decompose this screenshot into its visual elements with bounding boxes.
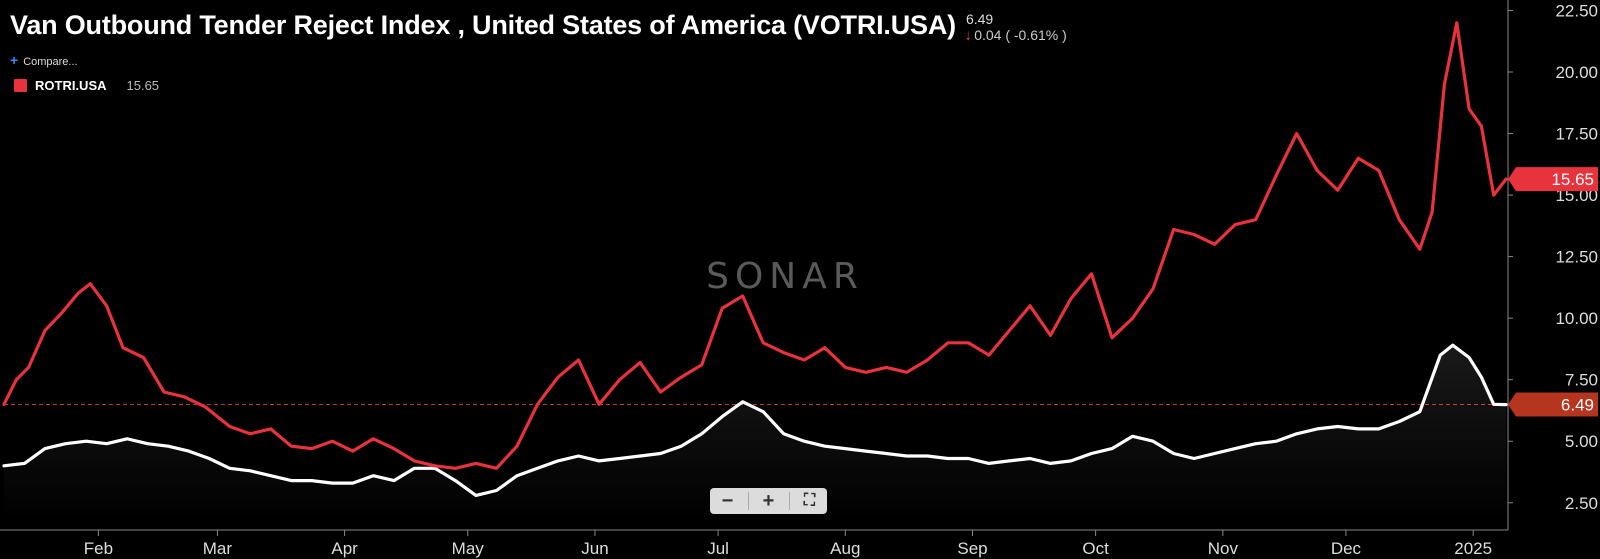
x-tick-label: Mar — [203, 539, 233, 558]
y-tick-label: 10.00 — [1555, 309, 1598, 328]
legend-series-value: 15.65 — [126, 78, 160, 93]
legend-swatch — [14, 79, 27, 92]
sonar-watermark: SONAR — [706, 256, 864, 297]
series-line-rotri-usa — [2, 21, 1508, 470]
votri-value-badge-shape — [1508, 392, 1598, 417]
y-tick-label: 5.00 — [1565, 432, 1598, 451]
zoom-divider — [747, 492, 749, 510]
x-tick-label: Oct — [1082, 539, 1109, 558]
plus-icon: + — [10, 52, 19, 68]
x-tick-label: Feb — [84, 539, 113, 558]
legend-series-name: ROTRI.USA — [35, 78, 107, 93]
rotri-value-badge-text: 15.65 — [1551, 170, 1594, 189]
last-value: 6.49 — [965, 11, 994, 27]
y-tick-label: 22.50 — [1555, 1, 1598, 20]
x-tick-label: Jul — [707, 539, 729, 558]
change-readout: 🠓 0.04 ( -0.61% ) — [966, 27, 1067, 44]
legend-item[interactable]: ROTRI.USA 15.65 — [14, 78, 159, 93]
x-tick-label: Jun — [581, 539, 608, 558]
rotri-value-badge: 15.65 — [1508, 167, 1598, 192]
y-tick-label: 7.50 — [1565, 371, 1598, 390]
x-tick-label: Apr — [331, 539, 358, 558]
x-tick-label: 2025 — [1454, 539, 1492, 558]
change-text: 0.04 ( -0.61% ) — [974, 27, 1067, 43]
votri-value-badge: 6.49 — [1508, 392, 1598, 417]
x-tick-label: May — [452, 539, 485, 558]
zoom-divider — [788, 492, 790, 510]
series-line-votri-usa — [2, 343, 1508, 497]
y-tick-label: 17.50 — [1555, 125, 1598, 144]
x-tick-label: Sep — [957, 539, 987, 558]
y-tick-label: 12.50 — [1555, 248, 1598, 267]
down-arrow-icon: 🠓 — [965, 29, 971, 43]
quote-block: 6.49 🠓 0.04 ( -0.61% ) — [966, 11, 1067, 44]
compare-label: Compare... — [23, 56, 78, 68]
x-tick-label: Dec — [1331, 539, 1362, 558]
y-tick-label: 20.00 — [1555, 63, 1598, 82]
fullscreen-button[interactable]: ⛶ — [803, 492, 816, 509]
zoom-controls: − + ⛶ — [710, 488, 827, 514]
rotri-value-badge-shape — [1508, 167, 1598, 192]
zoom-in-button[interactable]: + — [762, 490, 775, 512]
x-tick-label: Nov — [1208, 539, 1239, 558]
compare-button[interactable]: + Compare... — [10, 52, 78, 68]
series-area-votri-usa — [4, 345, 1506, 520]
votri-value-badge-text: 6.49 — [1561, 396, 1594, 415]
y-tick-label: 2.50 — [1565, 494, 1598, 513]
x-tick-label: Aug — [830, 539, 860, 558]
zoom-out-button[interactable]: − — [721, 490, 734, 512]
chart-title: Van Outbound Tender Reject Index , Unite… — [10, 10, 956, 40]
